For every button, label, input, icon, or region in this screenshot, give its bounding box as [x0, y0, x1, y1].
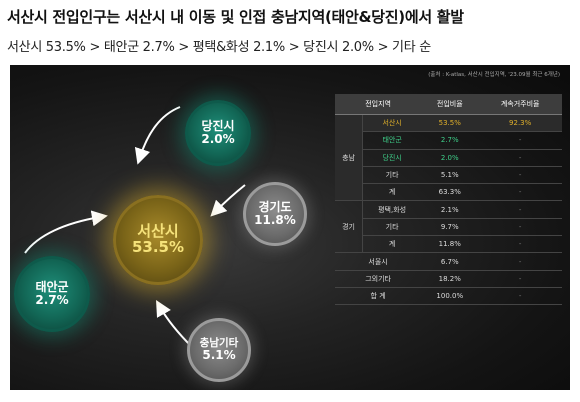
col-header-ratio: 전입비율	[421, 94, 479, 115]
cell-ratio: 5.1%	[421, 166, 479, 185]
bubble-seosan: 서산시 53.5%	[113, 195, 203, 285]
cell-region: 합 계	[335, 287, 422, 306]
cell-region: 당진시	[362, 149, 422, 167]
table-row: 서울시 6.7% -	[335, 252, 562, 271]
table-header-row: 전입지역 전입비율 계속거주비율	[335, 94, 562, 115]
cell-stay: -	[478, 200, 562, 219]
cell-ratio: 53.5%	[421, 114, 479, 133]
cell-stay: -	[478, 252, 562, 271]
cell-region: 서산시	[362, 114, 422, 133]
table-row: 그외기타 18.2% -	[335, 270, 562, 288]
group-label-chungnam: 충남	[335, 114, 364, 202]
cell-ratio: 6.7%	[421, 252, 479, 271]
cell-region: 태안군	[362, 131, 422, 150]
table-row: 경기 평택,화성 2.1% -	[335, 200, 562, 254]
bubble-taean-name: 태안군	[35, 280, 69, 295]
cell-ratio: 2.7%	[421, 131, 479, 150]
cell-ratio: 11.8%	[421, 235, 479, 254]
bubble-taean: 태안군 2.7%	[14, 256, 90, 332]
cell-stay: -	[478, 149, 562, 167]
cell-stay: -	[478, 235, 562, 254]
cell-region: 서울시	[335, 252, 422, 271]
bubble-dangjin-name: 당진시	[201, 119, 235, 134]
source-note: (출처 : K-atlas, 서산시 전입지역, '23.09월 최근 6개년)	[428, 72, 560, 78]
cell-stay: 92.3%	[478, 114, 562, 133]
migration-table: 전입지역 전입비율 계속거주비율 충남 서산시 53.5% 92.3% 태안군 …	[335, 94, 562, 306]
col-header-stay: 계속거주비율	[478, 94, 562, 115]
cell-stay: -	[478, 287, 562, 306]
cell-stay: -	[478, 131, 562, 150]
cell-region: 기타	[362, 166, 422, 185]
arrow-dangjin-to-seosan	[134, 106, 181, 165]
bubble-dangjin: 당진시 2.0%	[185, 100, 251, 166]
cell-region: 계	[362, 235, 422, 254]
arrow-gyeonggi-to-seosan	[210, 184, 246, 217]
arrow-taean-to-seosan	[24, 210, 108, 254]
flow-arrows	[24, 106, 246, 348]
cell-stay: -	[478, 183, 562, 202]
bubble-gyeonggi-pct: 11.8%	[254, 213, 296, 227]
bubble-gyeonggi: 경기도 11.8%	[243, 182, 307, 246]
bubble-seosan-name: 서산시	[137, 222, 179, 241]
table-row: 태안군 2.7% -	[335, 131, 562, 150]
migration-panel: (출처 : K-atlas, 서산시 전입지역, '23.09월 최근 6개년)…	[10, 65, 570, 390]
table-row: 합 계 100.0% -	[335, 287, 562, 306]
bubble-dangjin-pct: 2.0%	[201, 132, 235, 146]
bubble-seosan-pct: 53.5%	[131, 238, 185, 256]
table-row: 계 11.8% -	[335, 235, 562, 254]
table-row: 기타 5.1% -	[335, 166, 562, 185]
page-title: 서산시 전입인구는 서산시 내 이동 및 인접 충남지역(태안&당진)에서 활발	[7, 8, 464, 26]
table-row: 당진시 2.0% -	[335, 149, 562, 167]
cell-ratio: 2.1%	[421, 200, 479, 219]
group-label-gyeonggi: 경기	[335, 200, 364, 254]
table-row: 계 63.3% -	[335, 183, 562, 202]
bubble-taean-pct: 2.7%	[35, 293, 69, 307]
cell-ratio: 2.0%	[421, 149, 479, 167]
bubble-chungnam: 충남기타 5.1%	[187, 318, 251, 382]
cell-region: 기타	[362, 218, 422, 237]
cell-ratio: 9.7%	[421, 218, 479, 237]
cell-region: 그외기타	[335, 270, 422, 288]
cell-stay: -	[478, 218, 562, 237]
bubble-gyeonggi-name: 경기도	[258, 200, 292, 215]
col-header-region: 전입지역	[335, 94, 422, 115]
cell-ratio: 18.2%	[421, 270, 479, 288]
table-row: 충남 서산시 53.5% 92.3%	[335, 114, 562, 202]
cell-region: 계	[362, 183, 422, 202]
bubble-chungnam-name: 충남기타	[199, 337, 239, 350]
cell-region: 평택,화성	[362, 200, 422, 219]
cell-ratio: 100.0%	[421, 287, 479, 306]
table-row: 기타 9.7% -	[335, 218, 562, 237]
page-subtitle: 서산시 53.5% > 태안군 2.7% > 평택&화성 2.1% > 당진시 …	[7, 40, 431, 55]
cell-stay: -	[478, 270, 562, 288]
cell-ratio: 63.3%	[421, 183, 479, 202]
cell-stay: -	[478, 166, 562, 185]
bubble-chungnam-pct: 5.1%	[202, 348, 236, 363]
